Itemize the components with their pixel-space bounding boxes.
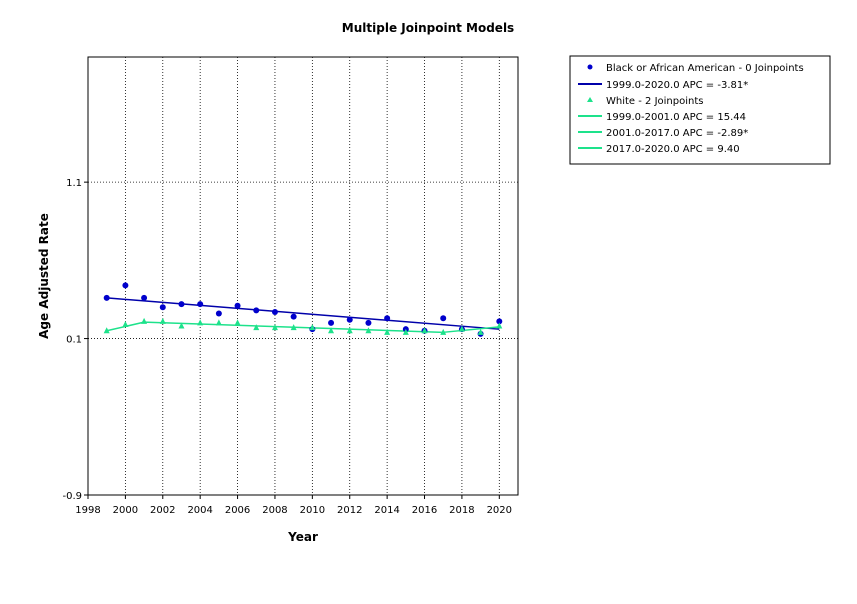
legend-label-white-fit-3: 2017.0-2020.0 APC = 9.40	[606, 144, 740, 155]
x-tick-label: 2008	[262, 505, 287, 516]
legend: Black or African American - 0 Joinpoints…	[569, 55, 831, 165]
series-0-point	[178, 301, 185, 308]
series-1-point	[309, 324, 316, 331]
legend-label-white-fit-2: 2001.0-2017.0 APC = -2.89*	[606, 128, 748, 139]
series-1-point	[103, 327, 110, 334]
legend-marker-white-points	[587, 97, 593, 102]
series-1-point	[402, 328, 409, 335]
series-1-point	[440, 328, 447, 335]
y-tick-label: -0.9	[62, 491, 82, 502]
series-0-point	[496, 318, 503, 325]
plot-area-frame	[87, 56, 519, 496]
series-1-point	[197, 319, 204, 326]
series-0-fit-line-0	[106, 297, 500, 330]
series-0-point	[328, 319, 335, 326]
x-axis-ticks: 1998 2000 2002 2004 2006 2008 2010 2012 2014 2016…	[75, 495, 512, 516]
y-tick-label: 0.1	[66, 335, 82, 346]
series-1-point	[365, 327, 372, 334]
x-tick-label: 2014	[374, 505, 399, 516]
legend-label-white: White - 2 Joinpoints	[606, 96, 703, 107]
y-axis-title: Age Adjusted Rate	[37, 213, 51, 339]
series-1-point	[421, 327, 428, 334]
series-0-point	[215, 310, 222, 317]
series-1-point	[496, 322, 503, 329]
x-tick-label: 2018	[449, 505, 474, 516]
series-0-point	[440, 315, 447, 322]
series-1-point	[346, 327, 353, 334]
legend-label-black: Black or African American - 0 Joinpoints	[606, 63, 804, 74]
x-tick-label: 2002	[150, 505, 175, 516]
series-0-point	[365, 319, 372, 326]
series-1-point	[234, 319, 241, 326]
series-0-point	[141, 294, 148, 301]
series-0-point	[159, 304, 166, 311]
legend-box	[569, 55, 831, 165]
series-0-point	[271, 308, 278, 315]
series-1-point	[159, 317, 166, 324]
series-1-point	[271, 324, 278, 331]
series-0-point	[122, 282, 129, 289]
legend-label-white-fit-1: 1999.0-2001.0 APC = 15.44	[606, 112, 746, 123]
y-axis-ticks: -0.9 0.1 1.1	[62, 178, 88, 502]
data-points	[103, 282, 503, 337]
series-0-point	[197, 301, 204, 308]
fit-lines	[106, 297, 500, 334]
x-axis-title: Year	[287, 530, 318, 544]
series-0-point	[103, 294, 110, 301]
series-1-point	[458, 325, 465, 332]
series-0-point	[253, 307, 260, 314]
series-1-point	[328, 327, 335, 334]
series-0-point	[234, 302, 241, 309]
x-tick-label: 2016	[412, 505, 437, 516]
series-1-point	[141, 317, 148, 324]
legend-marker-black-points	[587, 64, 593, 70]
y-tick-label: 1.1	[66, 178, 82, 189]
x-tick-label: 2010	[300, 505, 325, 516]
series-0-point	[346, 316, 353, 323]
x-tick-label: 2004	[187, 505, 212, 516]
series-1-point	[290, 324, 297, 331]
series-1-point	[122, 320, 129, 327]
x-tick-label: 2000	[113, 505, 138, 516]
x-tick-label: 1998	[75, 505, 100, 516]
series-1-point	[215, 319, 222, 326]
grid-lines	[88, 57, 518, 495]
series-1-point	[477, 328, 484, 335]
x-tick-label: 2006	[225, 505, 250, 516]
series-1-fit-line-2	[443, 326, 500, 334]
series-0-point	[290, 313, 297, 320]
legend-label-black-fit: 1999.0-2020.0 APC = -3.81*	[606, 80, 748, 91]
series-0-point	[384, 315, 391, 322]
x-tick-label: 2012	[337, 505, 362, 516]
x-tick-label: 2020	[487, 505, 512, 516]
series-1-point	[253, 324, 260, 331]
chart-title: Multiple Joinpoint Models	[342, 21, 514, 35]
series-1-point	[384, 328, 391, 335]
series-1-point	[178, 322, 185, 329]
